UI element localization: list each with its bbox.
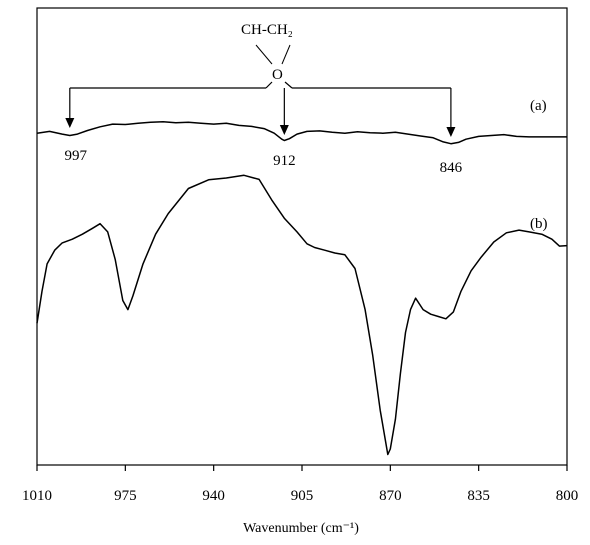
series-a-label: (a) bbox=[530, 98, 547, 114]
x-tick-label: 835 bbox=[467, 488, 490, 504]
series-a-line bbox=[36, 121, 567, 145]
structure-top-text: CH-CH₂ bbox=[241, 22, 293, 38]
arrow-head bbox=[279, 125, 289, 135]
series-b-label: (b) bbox=[530, 216, 548, 232]
arrow-head bbox=[446, 127, 456, 137]
x-tick-label: 800 bbox=[556, 488, 579, 504]
peak-label-912: 912 bbox=[273, 153, 296, 169]
plot-frame bbox=[36, 7, 568, 466]
bracket-hook-left bbox=[265, 81, 273, 89]
x-axis-ticks: 1010 975 940 905 870 835 800 bbox=[22, 465, 578, 504]
x-tick-label: 975 bbox=[114, 488, 137, 504]
peak-label-846: 846 bbox=[440, 160, 463, 176]
x-axis-title: Wavenumber (cm⁻¹) bbox=[243, 521, 359, 536]
series-b-line bbox=[36, 174, 568, 456]
arrow-head bbox=[65, 118, 75, 128]
x-tick-label: 1010 bbox=[22, 488, 52, 504]
structure-bond-left bbox=[255, 44, 273, 65]
structure-bond-right bbox=[281, 44, 291, 65]
x-tick-label: 870 bbox=[379, 488, 402, 504]
epoxide-bracket bbox=[65, 81, 456, 137]
structure-oxygen-text: O bbox=[272, 67, 283, 83]
x-tick-label: 940 bbox=[202, 488, 225, 504]
x-tick-label: 905 bbox=[291, 488, 314, 504]
bracket-hook-right bbox=[284, 81, 293, 89]
peak-label-997: 997 bbox=[65, 148, 88, 164]
